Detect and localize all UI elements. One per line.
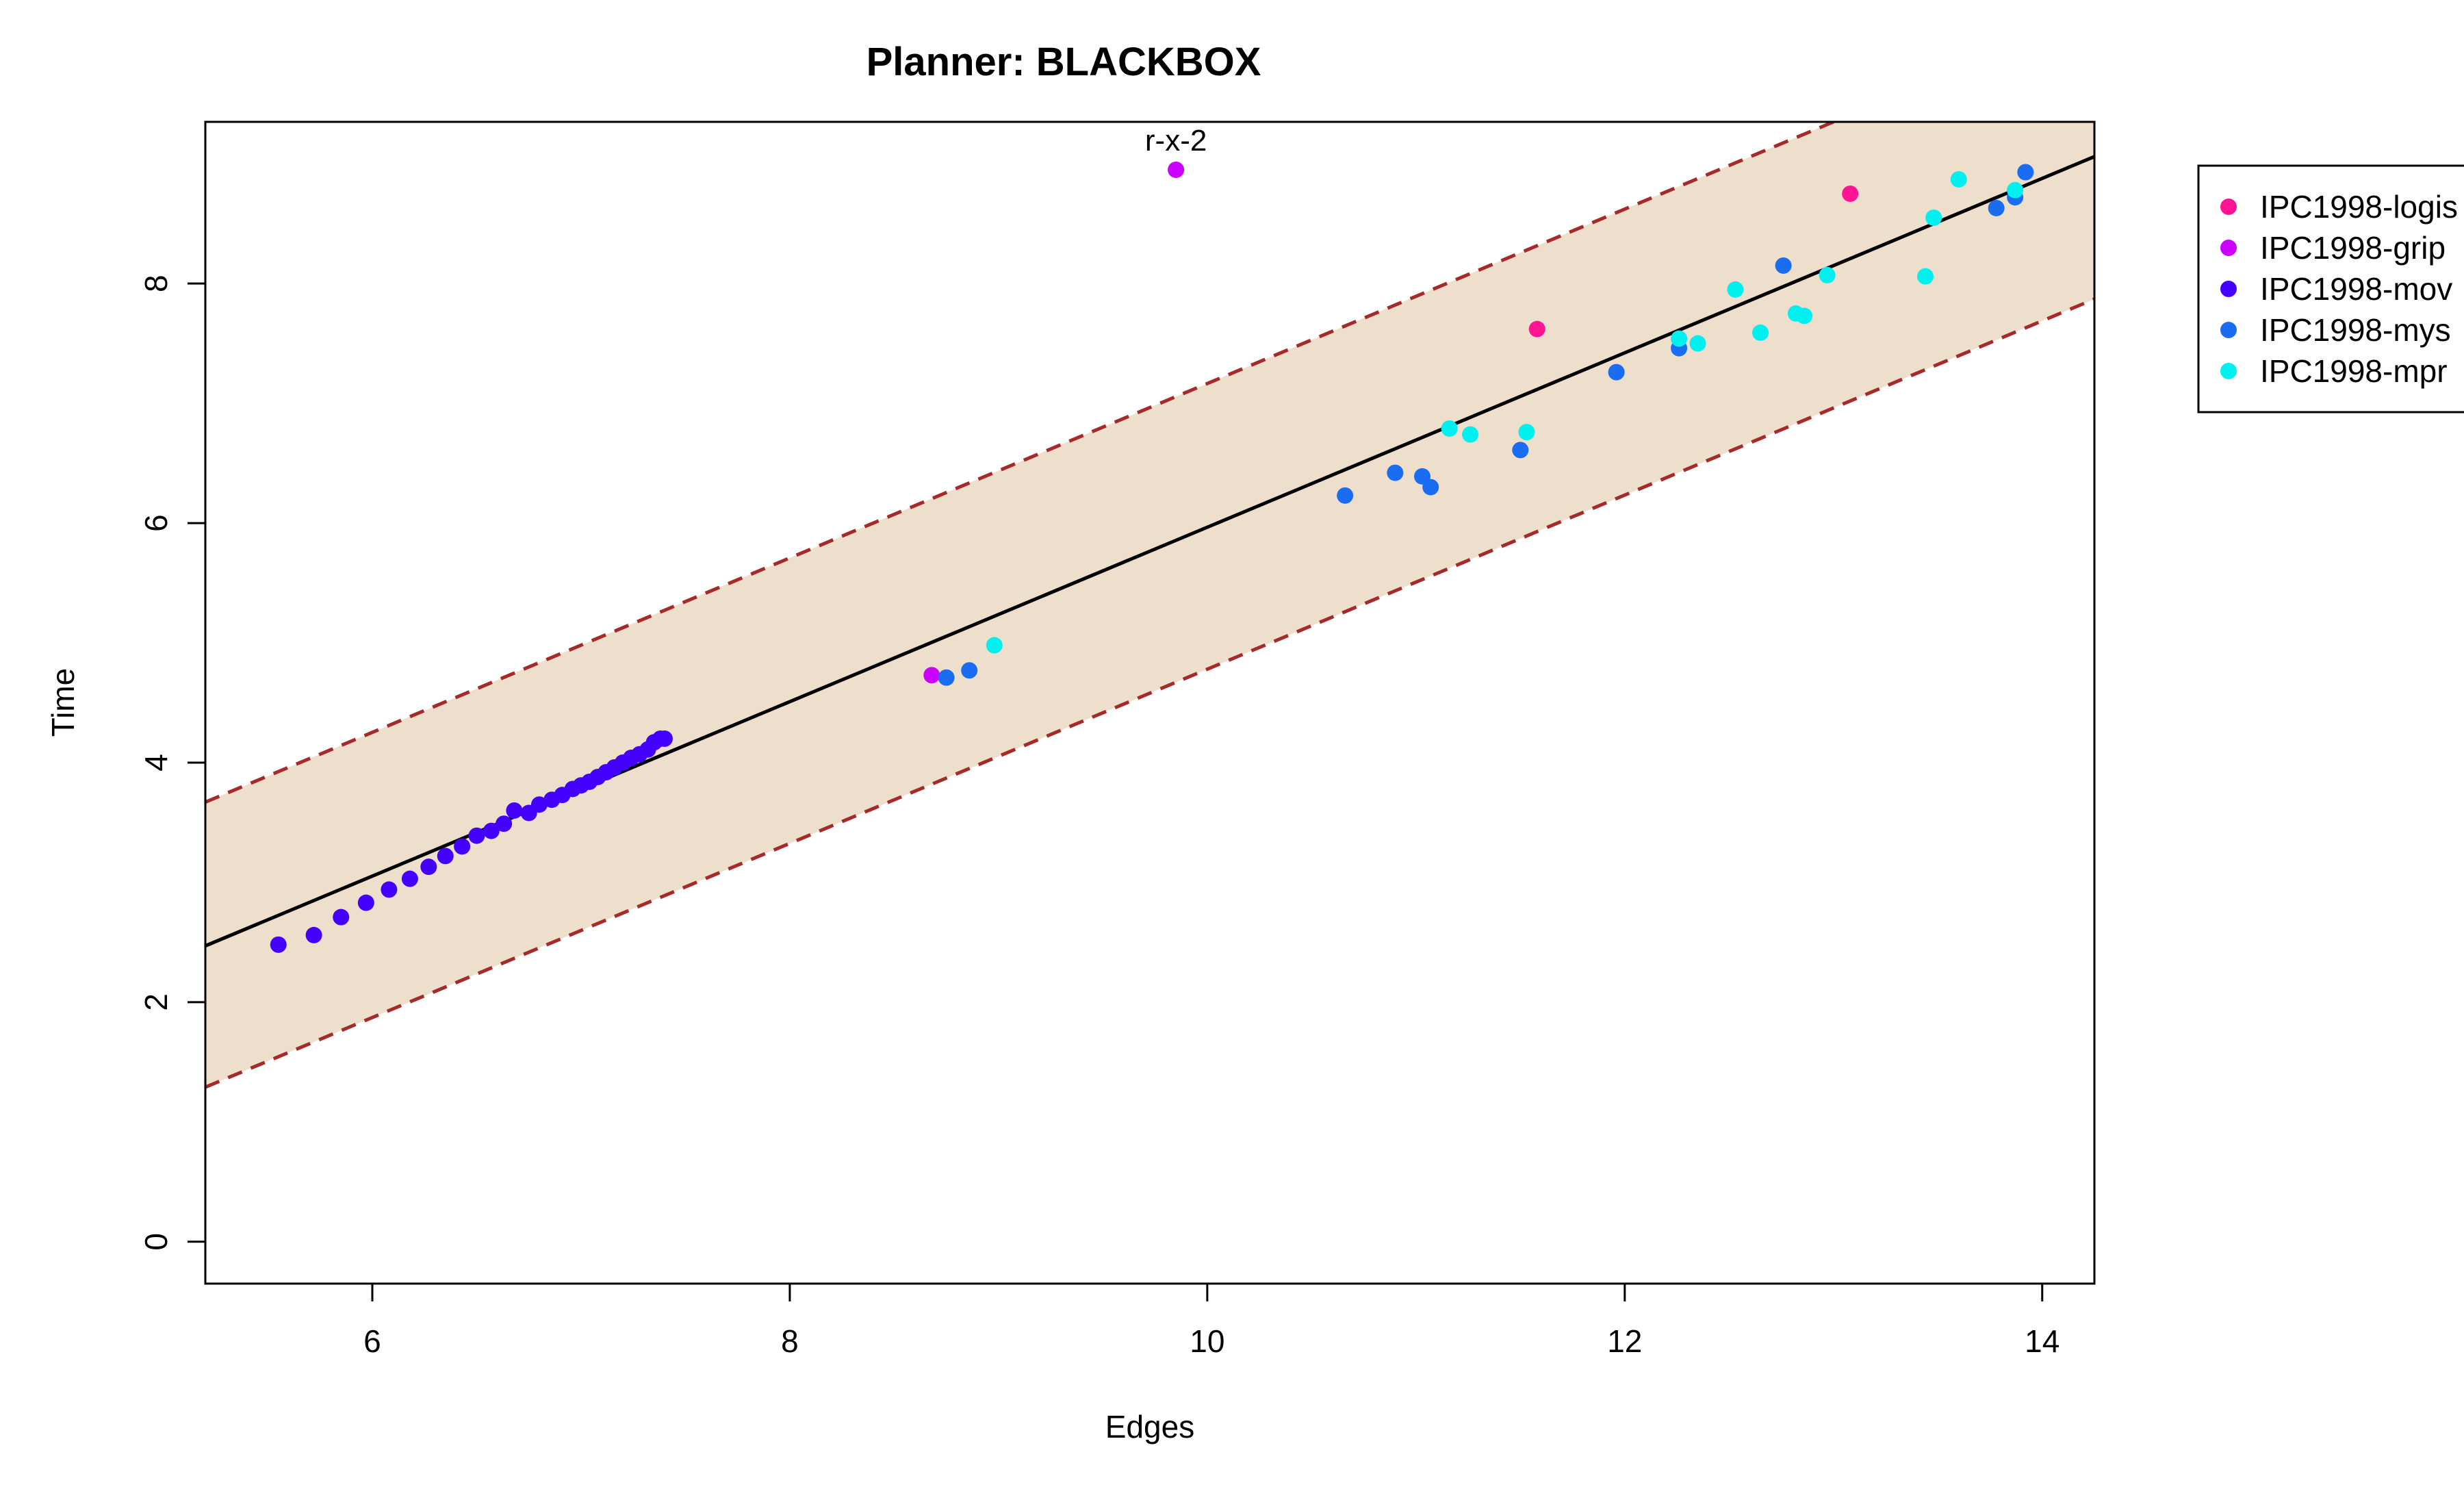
- point-series-3-7: [1608, 364, 1625, 381]
- point-series-3-12: [2017, 164, 2034, 181]
- point-annotation: r-x-2: [1145, 124, 1207, 157]
- point-series-3-0: [938, 669, 955, 686]
- legend-marker-0: [2220, 199, 2237, 215]
- plot-frame: [204, 120, 2096, 1285]
- point-series-2-4: [381, 881, 398, 898]
- legend-marker-2: [2220, 281, 2237, 297]
- point-series-2-1: [305, 926, 322, 943]
- point-series-4-3: [1518, 424, 1535, 441]
- y-axis-label: Time: [45, 668, 81, 737]
- point-series-3-2: [1337, 487, 1354, 504]
- point-series-4-7: [1752, 324, 1769, 341]
- point-series-4-13: [1950, 170, 1967, 188]
- point-series-4-4: [1671, 330, 1688, 347]
- x-tick-label-3: 12: [1607, 1323, 1642, 1359]
- point-series-4-10: [1819, 266, 1836, 283]
- point-series-2-10: [483, 822, 500, 839]
- legend-label-4: IPC1998-mpr: [2260, 353, 2448, 389]
- x-tick-label-2: 10: [1190, 1323, 1224, 1359]
- point-series-2-14: [530, 796, 548, 813]
- point-series-4-9: [1796, 307, 1813, 324]
- point-series-4-5: [1689, 335, 1706, 352]
- point-series-4-14: [2007, 181, 2024, 199]
- point-series-4-0: [986, 637, 1003, 654]
- chart-title: Planner: BLACKBOX: [867, 40, 1261, 84]
- data-points: [270, 161, 2034, 953]
- point-series-4-12: [1925, 209, 1942, 226]
- legend-label-1: IPC1998-grip: [2260, 230, 2446, 266]
- point-series-2-8: [454, 838, 471, 855]
- point-series-2-3: [357, 894, 374, 911]
- point-series-2-6: [420, 858, 437, 876]
- point-series-2-0: [270, 936, 287, 953]
- point-series-4-1: [1441, 420, 1458, 437]
- legend-label-3: IPC1998-mys: [2260, 312, 2451, 348]
- legend: IPC1998-logis IPC1998-grip IPC1998-mov IPC1…: [2197, 164, 2464, 413]
- legend-marker-3: [2220, 322, 2237, 338]
- lower-band-line: [205, 297, 2094, 1089]
- prediction-band: [205, 122, 2094, 1088]
- y-tick-label-1: 2: [138, 993, 174, 1011]
- y-tick-label-2: 4: [138, 754, 174, 772]
- upper-band-line: [205, 122, 1838, 804]
- legend-label-2: IPC1998-mov: [2260, 271, 2452, 307]
- legend-marker-1: [2220, 240, 2237, 256]
- point-series-2-5: [401, 870, 418, 887]
- point-series-3-6: [1512, 442, 1529, 459]
- point-series-4-2: [1462, 426, 1479, 443]
- x-tick-label-1: 8: [781, 1323, 799, 1359]
- point-series-2-2: [333, 908, 350, 926]
- point-series-0-1: [1842, 185, 1859, 202]
- x-tick-label-4: 14: [2025, 1323, 2059, 1359]
- point-series-1-0: [1168, 161, 1185, 178]
- y-axis: 0 2 4 6 8: [138, 275, 205, 1251]
- point-series-2-7: [437, 848, 454, 865]
- point-series-2-29: [656, 730, 673, 747]
- y-tick-label-3: 6: [138, 514, 174, 532]
- x-axis-label: Edges: [1105, 1409, 1194, 1445]
- point-series-3-10: [1988, 199, 2005, 216]
- point-series-3-9: [1775, 257, 1792, 274]
- x-axis: 6 8 10 12 14: [363, 1284, 2059, 1359]
- point-series-4-11: [1916, 268, 1934, 285]
- point-series-2-11: [496, 815, 513, 832]
- y-tick-label-4: 8: [138, 275, 174, 292]
- x-tick-label-0: 6: [363, 1323, 381, 1359]
- point-series-3-5: [1422, 479, 1439, 496]
- point-series-2-9: [468, 827, 485, 844]
- y-tick-label-0: 0: [138, 1233, 174, 1251]
- point-series-4-6: [1727, 281, 1744, 298]
- point-series-3-3: [1387, 464, 1404, 481]
- point-series-0-0: [1528, 320, 1545, 338]
- legend-label-0: IPC1998-logis: [2260, 189, 2458, 225]
- legend-box: [2197, 164, 2464, 413]
- legend-marker-4: [2220, 363, 2237, 379]
- point-series-3-1: [961, 662, 978, 679]
- point-series-1-1: [923, 667, 940, 684]
- point-series-2-12: [506, 802, 523, 819]
